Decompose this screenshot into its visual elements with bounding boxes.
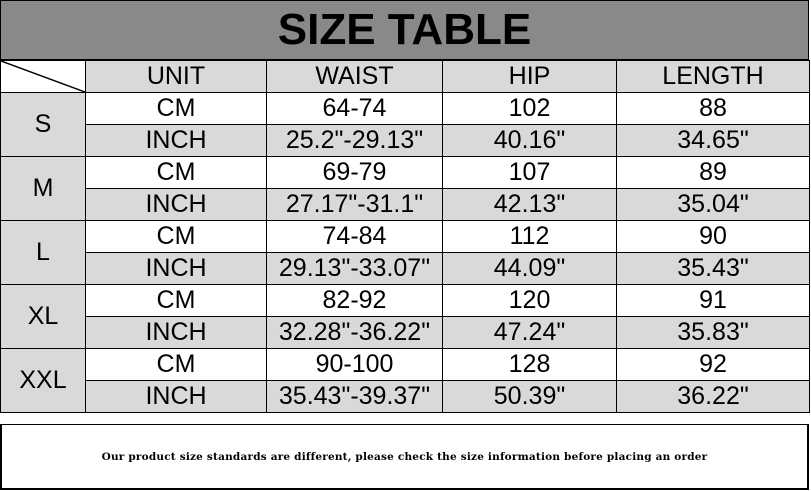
header-waist: WAIST	[266, 60, 443, 93]
waist-cell: 25.2"-29.13"	[266, 124, 443, 157]
size-label: XL	[0, 284, 86, 349]
waist-cell: 35.43"-39.37"	[266, 380, 443, 413]
waist-cell: 29.13"-33.07"	[266, 252, 443, 285]
waist-cell: 27.17"-31.1"	[266, 188, 443, 221]
hip-cell: 128	[442, 348, 617, 381]
unit-cell: CM	[85, 92, 267, 125]
table-title: SIZE TABLE	[0, 0, 809, 60]
hip-cell: 107	[442, 156, 617, 189]
unit-cell: CM	[85, 284, 267, 317]
header-row: UNIT WAIST HIP LENGTH	[0, 60, 810, 93]
length-cell: 88	[616, 92, 810, 125]
hip-cell: 47.24"	[442, 316, 617, 349]
header-length: LENGTH	[616, 60, 810, 93]
table-row-xxl-inch: INCH 35.43"-39.37" 50.39" 36.22"	[1, 380, 810, 413]
waist-cell: 69-79	[266, 156, 443, 189]
size-label: M	[0, 156, 86, 221]
waist-cell: 90-100	[266, 348, 443, 381]
unit-cell: INCH	[85, 124, 267, 157]
hip-cell: 120	[442, 284, 617, 317]
waist-cell: 74-84	[266, 220, 443, 253]
header-hip: HIP	[442, 60, 617, 93]
length-cell: 36.22"	[616, 380, 810, 413]
hip-cell: 42.13"	[442, 188, 617, 221]
length-cell: 89	[616, 156, 810, 189]
header-unit: UNIT	[85, 60, 267, 93]
hip-cell: 112	[442, 220, 617, 253]
size-label: S	[0, 92, 86, 157]
unit-cell: CM	[85, 156, 267, 189]
hip-cell: 44.09"	[442, 252, 617, 285]
table-row-m-inch: INCH 27.17"-31.1" 42.13" 35.04"	[1, 188, 810, 221]
diagonal-divider	[1, 61, 85, 92]
length-cell: 34.65"	[616, 124, 810, 157]
unit-cell: INCH	[85, 188, 267, 221]
unit-cell: INCH	[85, 316, 267, 349]
length-cell: 35.43"	[616, 252, 810, 285]
hip-cell: 40.16"	[442, 124, 617, 157]
hip-cell: 50.39"	[442, 380, 617, 413]
length-cell: 35.04"	[616, 188, 810, 221]
unit-cell: INCH	[85, 380, 267, 413]
table-row-xxl-cm: XXL CM 90-100 128 92	[0, 348, 810, 413]
table-row-s-cm: S CM 64-74 102 88	[0, 92, 810, 157]
table-row-xl-inch: INCH 32.28"-36.22" 47.24" 35.83"	[1, 316, 810, 349]
waist-cell: 64-74	[266, 92, 443, 125]
footer-note: Our product size standards are different…	[0, 424, 809, 490]
table-row-l-inch: INCH 29.13"-33.07" 44.09" 35.43"	[1, 252, 810, 285]
waist-cell: 82-92	[266, 284, 443, 317]
size-label: XXL	[0, 348, 86, 413]
unit-cell: INCH	[85, 252, 267, 285]
table-row-s-inch: INCH 25.2"-29.13" 40.16" 34.65"	[1, 124, 810, 157]
table-row-l-cm: L CM 74-84 112 90	[0, 220, 810, 285]
table-row-m-cm: M CM 69-79 107 89	[0, 156, 810, 221]
table-row-xl-cm: XL CM 82-92 120 91	[0, 284, 810, 349]
length-cell: 35.83"	[616, 316, 810, 349]
length-cell: 91	[616, 284, 810, 317]
length-cell: 92	[616, 348, 810, 381]
size-table: UNIT WAIST HIP LENGTH S CM 64-74 102 88 INCH 2…	[0, 60, 810, 413]
hip-cell: 102	[442, 92, 617, 125]
unit-cell: CM	[85, 348, 267, 381]
length-cell: 90	[616, 220, 810, 253]
corner-cell	[0, 60, 86, 93]
size-label: L	[0, 220, 86, 285]
unit-cell: CM	[85, 220, 267, 253]
waist-cell: 32.28"-36.22"	[266, 316, 443, 349]
